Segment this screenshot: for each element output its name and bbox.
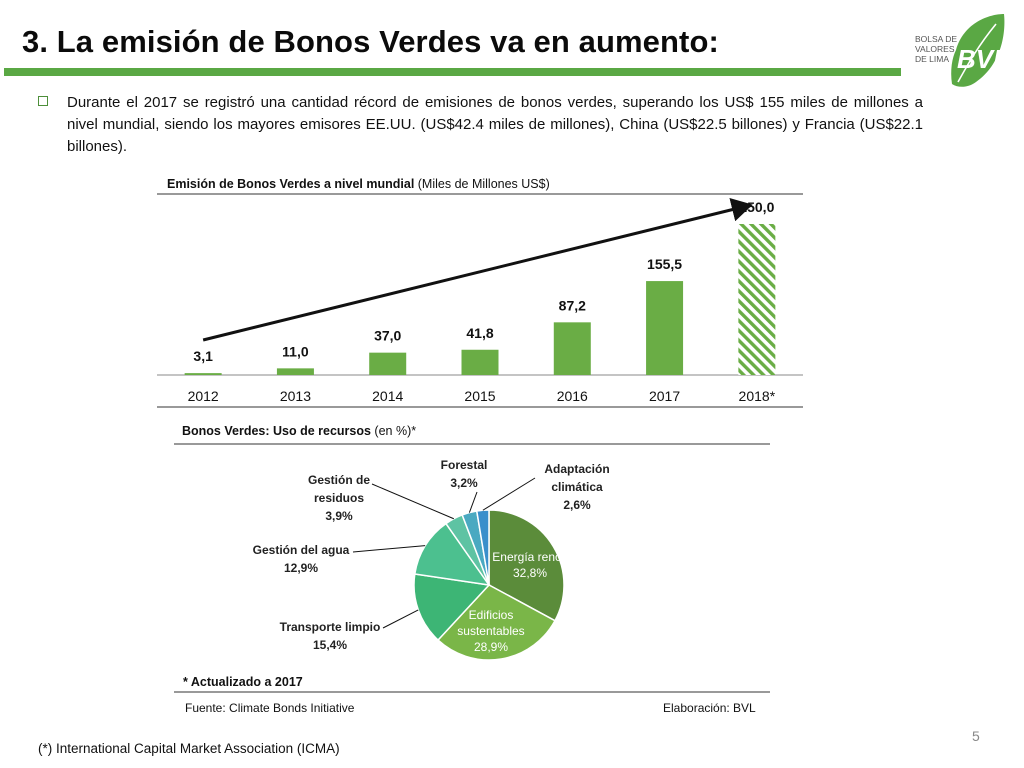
pie-outside-label: Forestal — [441, 458, 488, 472]
bar-value-label: 155,5 — [647, 256, 682, 272]
pie-slice-3 — [413, 522, 491, 586]
source-text: Fuente: Climate Bonds Initiative — [185, 701, 355, 715]
pie-outside-label: residuos — [314, 491, 364, 505]
pie-slice-0 — [488, 509, 565, 622]
bar-chart-title-unit: (Miles de Millones US$) — [414, 177, 550, 191]
page-number: 5 — [972, 728, 980, 744]
pie-inside-label: 32,8% — [513, 566, 547, 580]
title-underline — [4, 68, 901, 76]
bar-2014 — [369, 352, 407, 375]
pie-chart-title-unit: (en %)* — [370, 424, 417, 438]
pie-outside-label: 3,2% — [450, 476, 478, 490]
bar-2012 — [184, 373, 222, 375]
pie-slice-1 — [436, 584, 556, 661]
bar-value-label: 87,2 — [559, 297, 586, 313]
pie-outside-label: Transporte limpio — [280, 620, 381, 634]
bar-2018 — [738, 224, 776, 375]
checkbox-bullet-icon — [38, 96, 48, 106]
pie-chart-title: Bonos Verdes: Uso de recursos (en %)* — [182, 424, 416, 438]
page-title: 3. La emisión de Bonos Verdes va en aume… — [22, 24, 719, 59]
update-note: * Actualizado a 2017 — [183, 675, 303, 689]
pie-inside-label: 28,9% — [474, 640, 508, 654]
bar-value-label: 11,0 — [282, 343, 309, 359]
credit-text: Elaboración: BVL — [663, 701, 756, 715]
bar-chart-title: Emisión de Bonos Verdes a nivel mundial … — [167, 177, 550, 191]
pie-outside-label: Gestión de — [308, 473, 370, 487]
svg-text:DE LIMA: DE LIMA — [915, 54, 949, 64]
pie-outside-label: 3,9% — [325, 509, 353, 523]
x-tick-label: 2013 — [280, 388, 311, 404]
pie-inside-label: sustentables — [457, 624, 524, 638]
bar-2016 — [553, 322, 591, 375]
leader-line — [371, 483, 455, 520]
pie-outside-label: 2,6% — [563, 498, 591, 512]
pie-outside-label: 15,4% — [313, 638, 347, 652]
trend-arrow — [202, 197, 753, 342]
svg-text:VALORES: VALORES — [915, 44, 955, 54]
pie-slice-2 — [413, 573, 491, 642]
pie-outside-label: Adaptación — [544, 462, 609, 476]
x-tick-label: 2014 — [372, 388, 403, 404]
x-tick-label: 2016 — [557, 388, 588, 404]
pie-inside-label: Energía renov — [492, 550, 567, 564]
bar-value-label: 3,1 — [193, 348, 213, 364]
footnote: (*) International Capital Market Associa… — [38, 741, 340, 756]
svg-text:BVL: BVL — [957, 44, 1008, 74]
pie-outside-label: 12,9% — [284, 561, 318, 575]
bar-value-label: 37,0 — [374, 328, 401, 344]
leader-line — [468, 491, 478, 513]
pie-chart-title-bold: Bonos Verdes: Uso de recursos — [182, 424, 371, 438]
bvl-logo: BVL BOLSA DE VALORES DE LIMA — [915, 14, 1008, 87]
bar-value-label: 41,8 — [466, 325, 493, 341]
leader-line — [352, 545, 426, 553]
svg-text:BOLSA DE: BOLSA DE — [915, 34, 957, 44]
leader-line — [382, 609, 419, 629]
bar-2013 — [276, 368, 314, 375]
pie-outside-label: Gestión del agua — [253, 543, 350, 557]
bar-2015 — [461, 349, 499, 375]
bar-2017 — [646, 281, 684, 375]
pie-slice-6 — [475, 509, 490, 586]
bar-chart-title-bold: Emisión de Bonos Verdes a nivel mundial — [167, 177, 415, 191]
x-tick-label: 2015 — [464, 388, 495, 404]
x-tick-label: 2018* — [739, 388, 776, 404]
pie-inside-label: Edificios — [469, 608, 514, 622]
pie-outside-label: climática — [551, 480, 603, 494]
x-tick-label: 2017 — [649, 388, 680, 404]
x-tick-label: 2012 — [188, 388, 219, 404]
leader-line — [482, 477, 536, 511]
bullet-paragraph: Durante el 2017 se registró una cantidad… — [67, 94, 923, 155]
